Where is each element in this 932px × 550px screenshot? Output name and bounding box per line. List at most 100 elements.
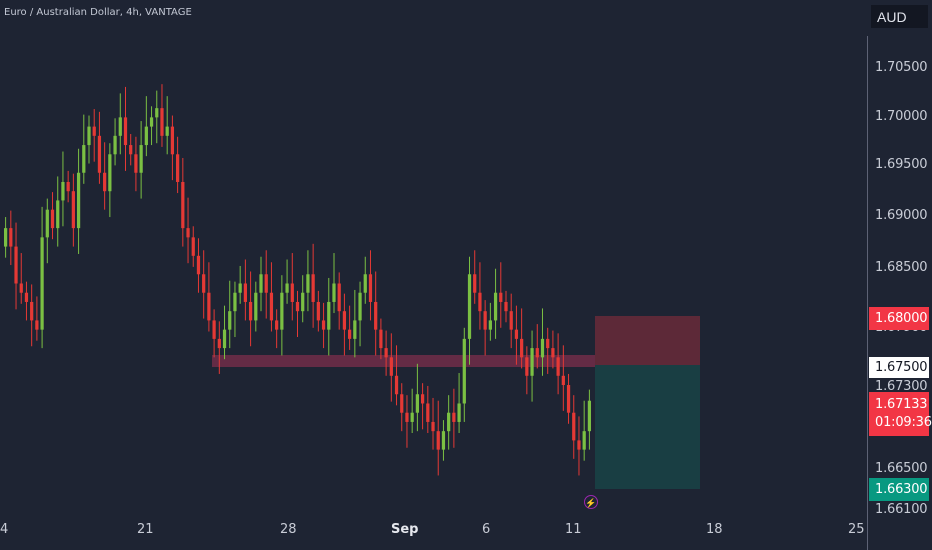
bullish-candle xyxy=(540,338,545,358)
bearish-candle xyxy=(30,301,34,321)
bearish-candle xyxy=(384,348,388,358)
bullish-candle xyxy=(87,126,91,146)
bearish-candle xyxy=(181,181,185,229)
bullish-candle xyxy=(40,237,44,330)
bearish-candle xyxy=(217,338,221,349)
bearish-candle xyxy=(123,117,128,146)
entry-price-tag[interactable]: 1.67500 xyxy=(869,357,929,378)
bullish-candle xyxy=(488,320,492,330)
bullish-candle xyxy=(358,292,362,321)
candle-group xyxy=(3,84,592,476)
bullish-candle xyxy=(301,292,305,312)
date-label: 11 xyxy=(565,522,582,537)
bearish-candle xyxy=(269,292,274,321)
bearish-candle xyxy=(129,145,133,155)
bearish-candle xyxy=(556,357,560,376)
bearish-candle xyxy=(186,228,190,238)
bearish-candle xyxy=(275,320,279,330)
bearish-candle xyxy=(97,135,102,173)
bullish-candle xyxy=(238,283,242,293)
bullish-candle xyxy=(259,274,263,293)
bearish-candle xyxy=(514,329,519,339)
bearish-candle xyxy=(368,274,373,302)
bearish-candle xyxy=(248,301,253,321)
date-label: 18 xyxy=(706,522,723,537)
bearish-candle xyxy=(520,338,524,358)
bearish-candle xyxy=(452,412,456,422)
price-label: 1.66100 xyxy=(875,502,928,517)
bearish-candle xyxy=(561,375,565,386)
bearish-candle xyxy=(311,274,315,302)
bullish-candle xyxy=(254,292,258,321)
bullish-candle xyxy=(493,292,498,321)
bearish-candle xyxy=(405,412,409,422)
bullish-candle xyxy=(165,126,169,136)
bullish-candle xyxy=(61,181,65,201)
currency-badge[interactable]: AUD xyxy=(871,5,928,28)
bullish-candle xyxy=(306,274,310,293)
bullish-candle xyxy=(332,283,336,302)
bullish-candle xyxy=(587,400,592,432)
bearish-candle xyxy=(50,209,55,229)
bearish-candle xyxy=(134,154,138,173)
price-label: 1.70000 xyxy=(875,109,928,124)
current-price-tag[interactable]: 1.67133 01:09:36 xyxy=(869,392,932,436)
bullish-candle xyxy=(45,209,49,238)
current-price-value: 1.67133 xyxy=(875,397,928,412)
bearish-candle xyxy=(566,385,571,413)
bullish-candle xyxy=(144,126,148,146)
bullish-candle xyxy=(233,292,237,312)
bearish-candle xyxy=(71,191,75,229)
bearish-candle xyxy=(14,246,18,284)
bearish-candle xyxy=(191,237,195,256)
bearish-candle xyxy=(525,357,529,376)
price-label: 1.69500 xyxy=(875,157,928,172)
bullish-candle xyxy=(457,403,461,422)
bullish-candle xyxy=(149,117,154,127)
bearish-candle xyxy=(92,126,96,136)
bearish-candle xyxy=(504,301,508,312)
lightning-icon[interactable]: ⚡ xyxy=(584,495,598,509)
bullish-candle xyxy=(462,338,466,404)
bearish-candle xyxy=(19,283,23,293)
bullish-candle xyxy=(363,274,367,293)
bullish-candle xyxy=(353,320,357,339)
bullish-candle xyxy=(280,292,284,330)
bullish-candle xyxy=(327,301,331,330)
stop-price-tag[interactable]: 1.68000 xyxy=(869,307,929,330)
price-axis-separator xyxy=(867,36,868,550)
bearish-candle xyxy=(426,403,430,422)
target-price-tag[interactable]: 1.66300 xyxy=(869,478,929,501)
bullish-candle xyxy=(467,274,472,339)
take-profit-zone[interactable] xyxy=(595,365,700,489)
bullish-candle xyxy=(113,135,117,155)
date-label: Sep xyxy=(391,522,419,537)
date-label: 4 xyxy=(0,522,9,537)
bullish-candle xyxy=(82,145,86,173)
bullish-candle xyxy=(582,431,586,450)
bullish-candle xyxy=(415,394,420,413)
bearish-candle xyxy=(577,440,581,450)
bearish-candle xyxy=(9,228,13,247)
bearish-candle xyxy=(24,292,29,302)
date-label: 6 xyxy=(482,522,491,537)
bearish-candle xyxy=(212,320,216,339)
bullish-candle xyxy=(441,431,446,450)
bearish-candle xyxy=(337,283,341,312)
chart-title[interactable]: Euro / Australian Dollar, 4h, VANTAGE xyxy=(4,7,192,18)
bearish-candle xyxy=(572,412,576,441)
support-zone-band[interactable] xyxy=(212,355,595,367)
bearish-candle xyxy=(66,181,70,192)
bearish-candle xyxy=(389,357,393,376)
price-label: 1.66500 xyxy=(875,461,928,476)
stop-loss-zone[interactable] xyxy=(595,316,700,365)
bullish-candle xyxy=(222,329,227,349)
bearish-candle xyxy=(348,329,352,339)
price-label: 1.68500 xyxy=(875,260,928,275)
bearish-candle xyxy=(35,320,39,330)
bearish-candle xyxy=(535,348,539,358)
bearish-candle xyxy=(394,375,399,395)
bearish-candle xyxy=(103,172,107,192)
bearish-candle xyxy=(483,311,487,330)
